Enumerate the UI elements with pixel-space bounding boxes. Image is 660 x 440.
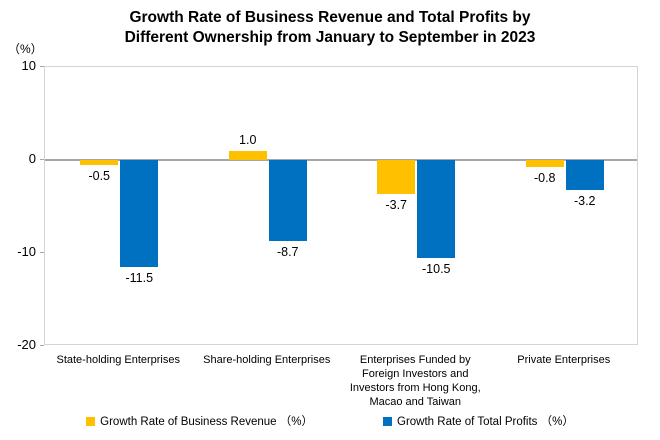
chart-title-line-2: Different Ownership from January to Sept… — [124, 29, 536, 46]
y-tick-label: -20 — [17, 337, 36, 352]
bar-revenue-3 — [525, 160, 564, 168]
bar-profits-2 — [417, 160, 456, 258]
x-category-label-2: Enterprises Funded by Foreign Investors … — [349, 354, 481, 408]
y-tick-label: 0 — [28, 151, 36, 166]
y-axis-unit-label: （%） — [8, 42, 43, 56]
bar-value-label: -8.7 — [276, 244, 299, 259]
bar-revenue-2 — [377, 160, 416, 195]
y-tick-label: 10 — [21, 58, 36, 73]
bar-profits-0 — [120, 160, 159, 267]
x-category-label-0: State-holding Enterprises — [56, 354, 180, 366]
legend: Growth Rate of Business Revenue （%） Growt… — [0, 413, 660, 429]
bar-value-label: -3.2 — [573, 193, 596, 208]
bar-value-label: -0.8 — [533, 171, 556, 186]
bar-revenue-0 — [80, 160, 119, 165]
bar-value-label: -3.7 — [385, 198, 408, 213]
legend-label: Growth Rate of Business Revenue （%） — [100, 416, 314, 428]
x-category-label-3: Private Enterprises — [517, 354, 611, 366]
plot-area: -0.5 -11.5 1.0 -8.7 -3.7 -10.5 -0.8 -3.2 — [44, 66, 638, 345]
bar-revenue-1 — [228, 150, 267, 160]
bar-value-label: -11.5 — [125, 270, 154, 285]
y-tick-label: -10 — [17, 244, 36, 259]
legend-item-revenue: Growth Rate of Business Revenue （%） — [86, 413, 313, 429]
bar-profits-3 — [565, 160, 604, 190]
legend-swatch-icon — [383, 416, 393, 426]
legend-item-profits: Growth Rate of Total Profits （%） — [383, 413, 574, 429]
y-tick-mark — [40, 345, 44, 346]
x-category-label-1: Share-holding Enterprises — [203, 354, 331, 366]
legend-swatch-icon — [86, 416, 96, 426]
bar-profits-1 — [268, 160, 307, 241]
bar-value-label: 1.0 — [239, 132, 257, 147]
zero-axis-line — [45, 159, 637, 161]
y-tick-mark — [40, 252, 44, 253]
y-tick-mark — [40, 159, 44, 160]
bar-value-label: -10.5 — [422, 261, 451, 276]
y-tick-mark — [40, 66, 44, 67]
legend-label: Growth Rate of Total Profits （%） — [397, 416, 574, 428]
bar-value-label: -0.5 — [88, 168, 111, 183]
chart-title-line-1: Growth Rate of Business Revenue and Tota… — [129, 9, 531, 26]
chart-title: Growth Rate of Business Revenue and Tota… — [0, 8, 660, 48]
